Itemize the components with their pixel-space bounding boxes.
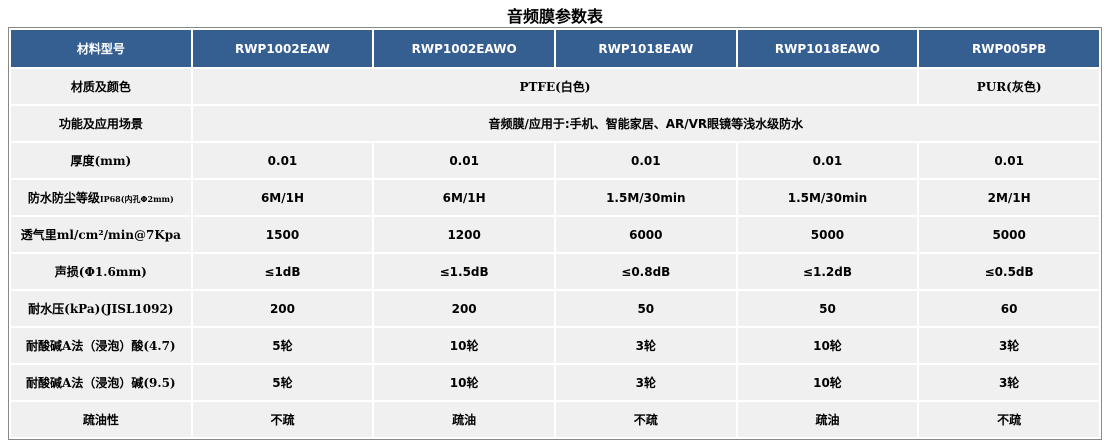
table-cell: 3轮 <box>555 365 736 400</box>
table-cell: 5000 <box>737 217 918 252</box>
row-label-text: 耐酸碱A法（浸泡）碱(9.5) <box>26 376 176 390</box>
table-cell: ≤1dB <box>192 254 373 289</box>
table-cell: 1500 <box>192 217 373 252</box>
row-label: 耐水压(kPa)(JISL1092) <box>11 291 191 326</box>
row-label: 疏油性 <box>11 402 191 437</box>
row-label: 耐酸碱A法（浸泡）酸(4.7) <box>11 328 191 363</box>
row-label: 材质及颜色 <box>11 69 191 104</box>
header-cell: 材料型号 <box>11 30 191 67</box>
table-cell: 6M/1H <box>374 180 554 215</box>
row-label-note: IP68(内孔Φ2mm) <box>99 194 174 204</box>
table-cell: 0.01 <box>374 143 554 178</box>
row-label: 耐酸碱A法（浸泡）碱(9.5) <box>11 365 191 400</box>
table-cell: 0.01 <box>737 143 918 178</box>
table-cell: ≤1.2dB <box>737 254 918 289</box>
table-cell: 3轮 <box>919 365 1099 400</box>
table-cell: 1.5M/30min <box>737 180 918 215</box>
table-cell: 6M/1H <box>192 180 373 215</box>
table-row: 功能及应用场景 音频膜/应用于:手机、智能家居、AR/VR眼镜等浅水级防水 <box>11 106 1099 141</box>
table-row: 厚度(mm) 0.01 0.01 0.01 0.01 0.01 <box>11 143 1099 178</box>
row-label-text: 厚度(mm) <box>70 154 132 168</box>
table-cell: 不疏 <box>555 402 736 437</box>
table-cell: 5000 <box>919 217 1099 252</box>
table-cell: 不疏 <box>192 402 373 437</box>
row-label: 声损(Φ1.6mm) <box>11 254 191 289</box>
table-cell: 0.01 <box>192 143 373 178</box>
table-row: 耐酸碱A法（浸泡）酸(4.7) 5轮 10轮 3轮 10轮 3轮 <box>11 328 1099 363</box>
row-label-text: 透气里ml/cm²/min@7Kpa <box>20 228 181 242</box>
table-cell: 10轮 <box>374 365 554 400</box>
row-label: 厚度(mm) <box>11 143 191 178</box>
table-cell: 0.01 <box>919 143 1099 178</box>
table-cell: 1.5M/30min <box>555 180 736 215</box>
table-cell: ≤0.5dB <box>919 254 1099 289</box>
table-cell: 5轮 <box>192 328 373 363</box>
table-cell: 2M/1H <box>919 180 1099 215</box>
table-row: 耐酸碱A法（浸泡）碱(9.5) 5轮 10轮 3轮 10轮 3轮 <box>11 365 1099 400</box>
table-cell: ≤0.8dB <box>555 254 736 289</box>
table-row: 耐水压(kPa)(JISL1092) 200 200 50 50 60 <box>11 291 1099 326</box>
table-cell: 6000 <box>555 217 736 252</box>
table-cell: 音频膜/应用于:手机、智能家居、AR/VR眼镜等浅水级防水 <box>192 106 1099 141</box>
row-label-text: 防水防尘等级 <box>27 191 100 205</box>
table-row: 防水防尘等级IP68(内孔Φ2mm) 6M/1H 6M/1H 1.5M/30min 1.… <box>11 180 1099 215</box>
table-title: 音频膜参数表 <box>506 7 603 26</box>
table-cell: 50 <box>737 291 918 326</box>
table-cell: 3轮 <box>555 328 736 363</box>
table-cell: 10轮 <box>737 365 918 400</box>
row-label-text: 疏油性 <box>82 413 119 427</box>
table-cell: 10轮 <box>374 328 554 363</box>
table-cell: 200 <box>374 291 554 326</box>
table-cell: PTFE(白色) <box>192 69 918 104</box>
header-cell: RWP1018EAWO <box>737 30 918 67</box>
table-cell: 1200 <box>374 217 554 252</box>
table-cell: 60 <box>919 291 1099 326</box>
table-cell: 0.01 <box>555 143 736 178</box>
row-label: 透气里ml/cm²/min@7Kpa <box>11 217 191 252</box>
header-row: 材料型号 RWP1002EAW RWP1002EAWO RWP1018EAW R… <box>11 30 1099 67</box>
table-cell: 5轮 <box>192 365 373 400</box>
row-label: 功能及应用场景 <box>11 106 191 141</box>
table-cell: 疏油 <box>374 402 554 437</box>
table-cell: 3轮 <box>919 328 1099 363</box>
table-cell: 10轮 <box>737 328 918 363</box>
table-row: 透气里ml/cm²/min@7Kpa 1500 1200 6000 5000 5000 <box>11 217 1099 252</box>
row-label-text: 声损(Φ1.6mm) <box>54 265 147 279</box>
header-cell: RWP1018EAW <box>555 30 736 67</box>
row-label-text: 耐酸碱A法（浸泡）酸(4.7) <box>26 339 176 353</box>
row-label: 防水防尘等级IP68(内孔Φ2mm) <box>11 180 191 215</box>
table-cell: 不疏 <box>919 402 1099 437</box>
table-cell: PUR(灰色) <box>919 69 1099 104</box>
table-cell: 200 <box>192 291 373 326</box>
table-row: 疏油性 不疏 疏油 不疏 疏油 不疏 <box>11 402 1099 437</box>
header-cell: RWP1002EAWO <box>374 30 554 67</box>
row-label-text: 耐水压(kPa)(JISL1092) <box>28 302 174 316</box>
table-cell: 疏油 <box>737 402 918 437</box>
header-cell: RWP1002EAW <box>192 30 373 67</box>
table-row: 声损(Φ1.6mm) ≤1dB ≤1.5dB ≤0.8dB ≤1.2dB ≤0.5dB <box>11 254 1099 289</box>
parameter-table: 材料型号 RWP1002EAW RWP1002EAWO RWP1018EAW R… <box>8 27 1102 440</box>
header-cell: RWP005PB <box>919 30 1099 67</box>
table-row: 材质及颜色 PTFE(白色) PUR(灰色) <box>11 69 1099 104</box>
table-cell: ≤1.5dB <box>374 254 554 289</box>
table-cell: 50 <box>555 291 736 326</box>
